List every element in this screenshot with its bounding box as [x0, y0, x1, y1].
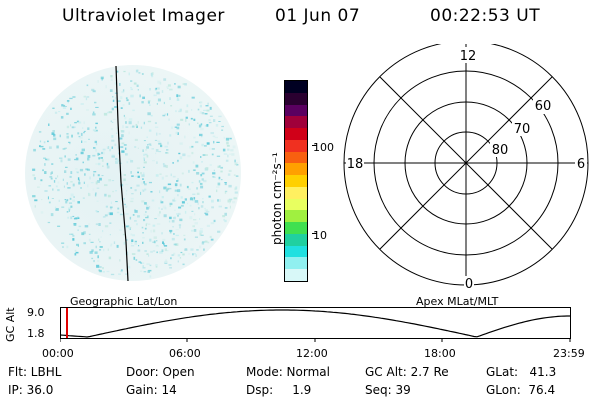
colorbar-segment [285, 245, 307, 258]
colorbar-segment [285, 257, 307, 270]
status-mode: Mode: Normal [246, 365, 330, 379]
alt-tick-9: 9.0 [27, 306, 45, 319]
status-gain: Gain: 14 [126, 383, 177, 397]
mlt-label-6: 6 [577, 157, 585, 172]
colorbar-tick-100: 100 [313, 141, 334, 154]
status-ip: IP: 36.0 [8, 383, 54, 397]
colorbar-segment [285, 210, 307, 223]
altitude-strip [60, 307, 571, 342]
mlt-label-0: 0 [465, 277, 473, 292]
colorbar-segment [285, 151, 307, 164]
emission-speckles [32, 69, 239, 278]
polar-panel-label: Apex MLat/MLT [416, 295, 499, 308]
lat-label-70: 70 [514, 122, 531, 137]
colorbar-segment [285, 269, 307, 282]
colorbar-segment [285, 186, 307, 199]
time-tick-1200: 12:00 [296, 347, 328, 360]
colorbar-segment [285, 175, 307, 187]
date-label: 01 Jun 07 [275, 6, 361, 26]
time-tick-2359: 23:59 [553, 347, 585, 360]
uv-image [25, 65, 241, 282]
colorbar [284, 80, 308, 282]
status-dsp: Dsp: 1.9 [246, 383, 312, 397]
time-label: 00:22:53 UT [430, 6, 541, 26]
altitude-curve [60, 309, 570, 338]
status-door: Door: Open [126, 365, 195, 379]
colorbar-segment [285, 128, 307, 140]
time-tick-0600: 06:00 [169, 347, 201, 360]
status-gc-alt: GC Alt: 2.7 Re [365, 365, 449, 379]
colorbar-unit-label: photon cm⁻²s⁻¹ [270, 152, 284, 245]
polar-grid: 12 18 6 0 60 70 80 [343, 44, 589, 292]
lat-label-60: 60 [535, 99, 552, 114]
colorbar-segment [285, 81, 307, 93]
status-glon: GLon: 76.4 [486, 383, 556, 397]
time-tick-1800: 18:00 [424, 347, 456, 360]
status-glat: GLat: 41.3 [486, 365, 557, 379]
colorbar-segment [285, 198, 307, 211]
lat-label-80: 80 [492, 143, 509, 158]
colorbar-segment [285, 116, 307, 129]
geo-panel-label: Geographic Lat/Lon [70, 295, 178, 308]
time-tick-0000: 00:00 [42, 347, 74, 360]
alt-tick-1-8: 1.8 [27, 327, 45, 340]
instrument-title: Ultraviolet Imager [62, 6, 225, 26]
status-seq: Seq: 39 [365, 383, 411, 397]
colorbar-segment [285, 233, 307, 246]
colorbar-segment [285, 163, 307, 176]
terminator-line [115, 65, 129, 282]
mlt-label-12: 12 [460, 49, 477, 64]
mlt-label-18: 18 [347, 157, 364, 172]
status-flt: Flt: LBHL [8, 365, 62, 379]
gc-alt-axis-title: GC Alt [4, 307, 17, 342]
colorbar-segment [285, 139, 307, 152]
colorbar-segment [285, 222, 307, 234]
colorbar-segment [285, 104, 307, 117]
colorbar-segment [285, 92, 307, 105]
colorbar-tick-10: 10 [313, 229, 327, 242]
